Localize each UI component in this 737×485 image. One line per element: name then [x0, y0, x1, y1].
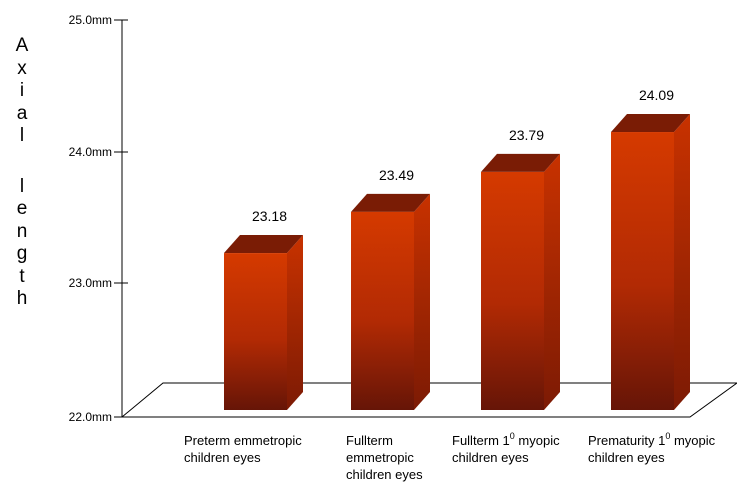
bar — [224, 235, 303, 410]
x-category-label: Fullterm 10 myopic children eyes — [452, 430, 560, 465]
value-label: 23.79 — [509, 127, 544, 143]
bar — [611, 114, 690, 410]
y-axis-label-char: l — [19, 175, 25, 197]
bar-side — [287, 235, 303, 410]
y-tick-label: 23.0mm — [69, 276, 112, 290]
y-axis: 22.0mm 23.0mm 24.0mm 25.0mm — [69, 13, 128, 424]
bar-front — [611, 132, 674, 410]
bar-top — [481, 153, 560, 172]
y-axis-label-char: n — [16, 220, 28, 242]
x-category-label: Fullterm emmetropic children eyes — [346, 433, 423, 482]
bar-front — [351, 211, 414, 410]
y-axis-label-char: a — [16, 102, 28, 124]
floor-plane — [120, 382, 737, 418]
bar-top — [351, 193, 430, 212]
bar-side — [674, 114, 690, 410]
bar — [481, 153, 560, 410]
y-axis-label-char: x — [17, 57, 27, 79]
bar-top — [611, 114, 690, 133]
y-axis-label-char: e — [16, 198, 28, 219]
bar — [351, 193, 430, 410]
y-axis-label-char: A — [15, 35, 29, 56]
value-label: 24.09 — [639, 87, 674, 103]
y-axis-label-char: l — [19, 125, 25, 146]
value-labels: 23.18 23.49 23.79 24.09 — [252, 87, 674, 224]
value-label: 23.18 — [252, 208, 287, 224]
chart-floor — [120, 382, 737, 418]
bar-side — [414, 193, 430, 410]
y-axis-label-char: t — [19, 265, 25, 287]
y-axis-label-char: i — [19, 80, 25, 101]
bar-side — [544, 153, 560, 410]
x-category-label: Preterm emmetropic children eyes — [184, 433, 302, 465]
y-axis-label-char: g — [16, 243, 28, 264]
y-tick-label: 22.0mm — [69, 410, 112, 424]
bar-top — [224, 235, 303, 254]
y-tick-label: 25.0mm — [69, 13, 112, 27]
value-label: 23.49 — [379, 167, 414, 183]
bar-front — [224, 253, 287, 410]
x-category-label: Prematurity 10 myopic children eyes — [588, 430, 716, 465]
bars — [224, 114, 690, 410]
y-axis-label-char: h — [16, 288, 28, 309]
bar-front — [481, 171, 544, 410]
y-tick-label: 24.0mm — [69, 145, 112, 159]
